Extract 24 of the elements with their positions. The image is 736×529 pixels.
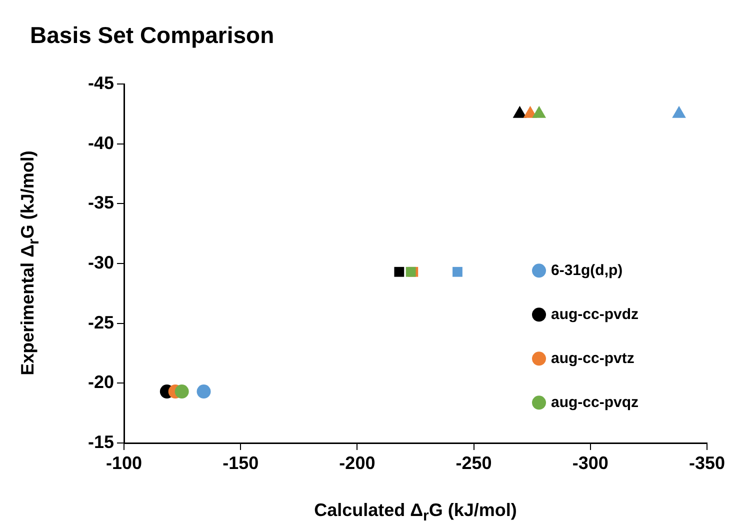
point [196,384,211,399]
x-tick-label: -150 [222,452,259,473]
x-tick-label: -350 [688,452,726,473]
x-tick-label: -250 [456,452,492,473]
y-tick-label: -25 [88,312,114,332]
point [174,384,189,399]
x-tick-label: -100 [106,452,142,473]
y-tick-label: -20 [88,372,114,392]
point [512,106,527,118]
y-tick-label: -45 [88,72,114,93]
y-tick-label: -40 [88,132,114,153]
legend-label: aug-cc-pvqz [551,394,639,411]
y-tick-label: -35 [88,192,114,213]
y-tick-label: -30 [88,252,114,272]
legend-label: aug-cc-pvtz [551,350,634,367]
point [532,106,546,118]
x-tick-label: -200 [339,452,376,473]
chart-title: Basis Set Comparison [30,22,274,49]
point [672,106,686,118]
x-axis-title: Calculated Δ$_{r}$G (kJ/mol) [313,500,518,525]
legend-label: 6-31g(d,p) [551,262,623,279]
y-tick-label: -15 [88,432,114,452]
legend-label: aug-cc-pvdz [551,306,639,323]
x-tick-label: -300 [572,452,608,473]
